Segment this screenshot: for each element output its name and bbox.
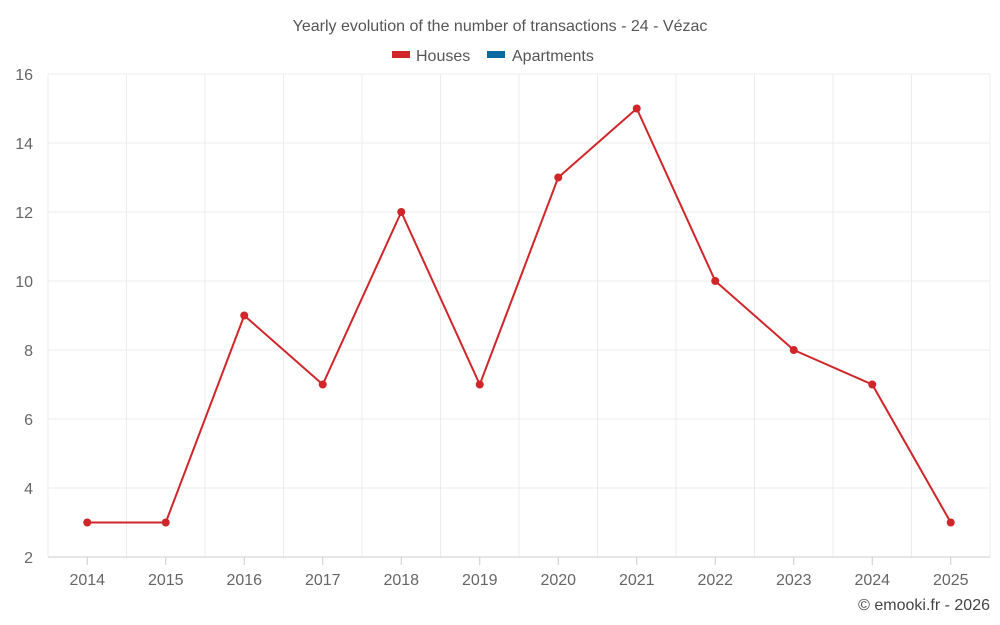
data-point-houses[interactable] <box>711 277 720 285</box>
chart-title: Yearly evolution of the number of transa… <box>293 18 708 35</box>
data-point-houses[interactable] <box>475 380 484 389</box>
data-point-houses[interactable] <box>161 518 170 527</box>
points-houses <box>83 104 955 527</box>
x-tick-label: 2022 <box>697 572 733 589</box>
y-tick-label: 12 <box>15 205 33 222</box>
axes: 2 4 6 8 10 12 14 16 2014 2015 2016 2017 2018 2019 2020… <box>15 67 990 589</box>
data-point-houses[interactable] <box>318 380 327 389</box>
data-point-houses[interactable] <box>83 518 92 527</box>
data-point-houses[interactable] <box>789 346 798 354</box>
legend: Houses Apartments <box>392 48 594 65</box>
x-tick-label: 2016 <box>226 572 262 589</box>
credit-text: © emooki.fr - 2026 <box>858 597 990 614</box>
data-point-houses[interactable] <box>554 173 563 182</box>
x-tick-label: 2014 <box>69 572 105 589</box>
x-tick-label: 2019 <box>462 572 498 589</box>
legend-label-houses: Houses <box>416 48 470 65</box>
grid <box>47 73 991 557</box>
x-tick-label: 2021 <box>619 572 655 589</box>
y-tick-label: 10 <box>15 274 33 291</box>
y-tick-label: 16 <box>15 67 33 84</box>
x-tick-label: 2020 <box>540 572 576 589</box>
legend-label-apartments: Apartments <box>512 48 594 65</box>
legend-item-houses[interactable]: Houses <box>392 48 470 65</box>
x-tick-label: 2024 <box>854 572 890 589</box>
x-tick-label: 2015 <box>148 572 184 589</box>
data-point-houses[interactable] <box>240 311 249 320</box>
series-houses <box>87 107 952 524</box>
x-tick-label: 2023 <box>776 572 812 589</box>
x-tick-label: 2018 <box>383 572 419 589</box>
y-tick-label: 2 <box>24 550 33 567</box>
y-tick-label: 8 <box>24 343 33 360</box>
data-point-houses[interactable] <box>632 104 641 113</box>
x-tick-label: 2025 <box>933 572 969 589</box>
legend-swatch-houses <box>392 51 410 58</box>
series-line-houses <box>87 107 952 524</box>
y-tick-label: 4 <box>24 481 33 498</box>
data-point-houses[interactable] <box>868 380 877 389</box>
legend-swatch-apartments <box>487 51 505 58</box>
legend-item-apartments[interactable]: Apartments <box>487 48 594 65</box>
data-point-houses[interactable] <box>397 208 406 216</box>
y-tick-label: 14 <box>15 136 33 153</box>
data-point-houses[interactable] <box>946 518 955 527</box>
y-tick-label: 6 <box>24 412 33 429</box>
x-tick-label: 2017 <box>305 572 341 589</box>
